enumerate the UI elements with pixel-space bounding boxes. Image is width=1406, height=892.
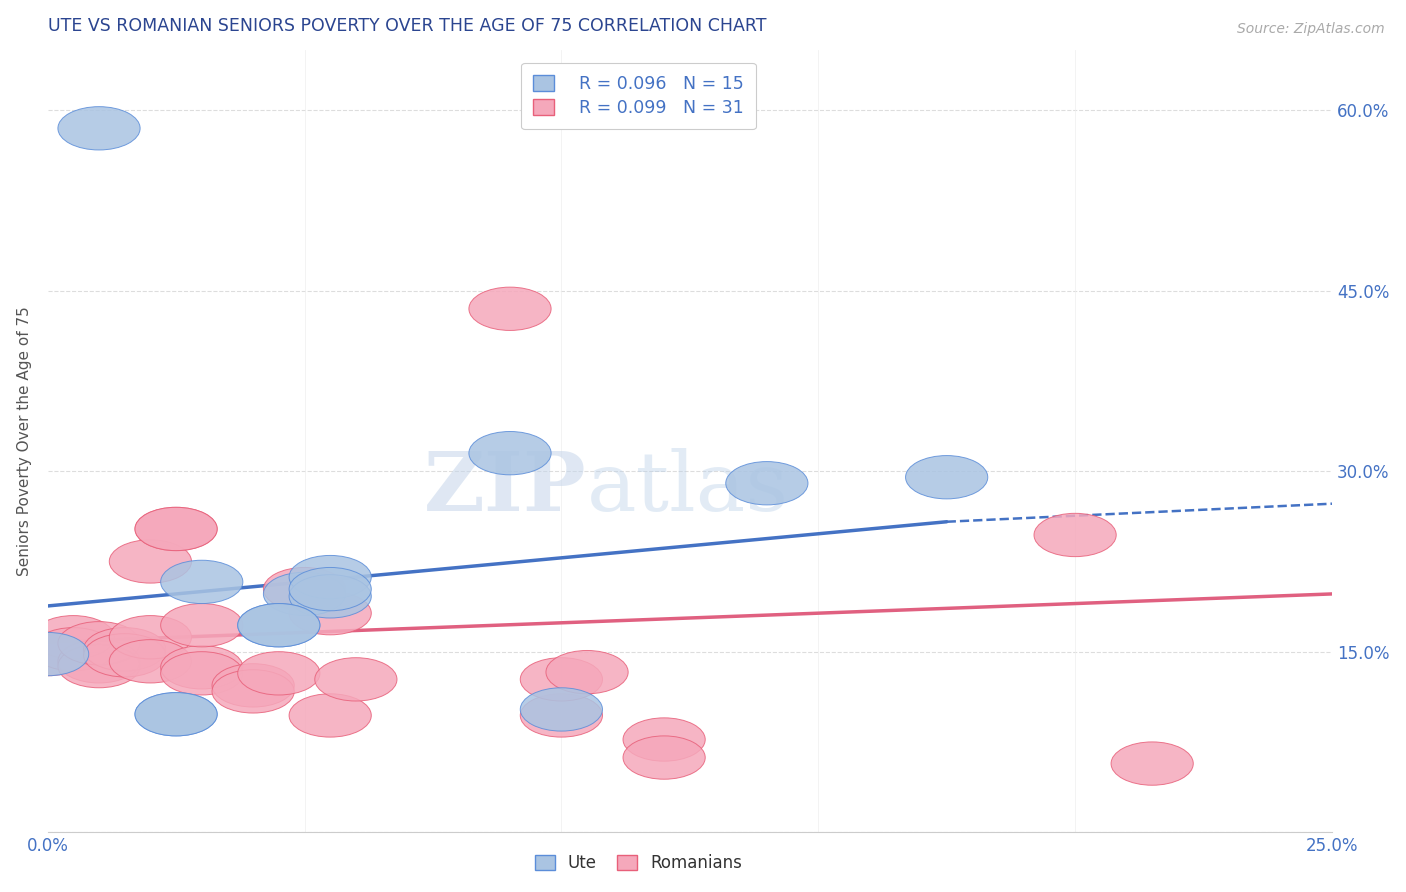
Ellipse shape (135, 692, 217, 736)
Ellipse shape (7, 632, 89, 676)
Ellipse shape (32, 615, 114, 659)
Ellipse shape (290, 694, 371, 737)
Ellipse shape (263, 567, 346, 611)
Ellipse shape (238, 652, 321, 695)
Ellipse shape (83, 628, 166, 671)
Ellipse shape (290, 574, 371, 618)
Ellipse shape (546, 650, 628, 694)
Ellipse shape (315, 657, 396, 701)
Ellipse shape (160, 646, 243, 689)
Ellipse shape (263, 573, 346, 615)
Ellipse shape (468, 287, 551, 330)
Ellipse shape (1111, 742, 1194, 785)
Ellipse shape (1033, 513, 1116, 557)
Ellipse shape (58, 644, 141, 688)
Ellipse shape (135, 508, 217, 550)
Ellipse shape (290, 567, 371, 611)
Ellipse shape (212, 670, 294, 713)
Ellipse shape (520, 657, 602, 701)
Y-axis label: Seniors Poverty Over the Age of 75: Seniors Poverty Over the Age of 75 (17, 306, 32, 576)
Legend: Ute, Romanians: Ute, Romanians (524, 845, 752, 882)
Text: atlas: atlas (588, 448, 789, 528)
Ellipse shape (160, 652, 243, 695)
Ellipse shape (58, 107, 141, 150)
Ellipse shape (135, 692, 217, 736)
Ellipse shape (135, 508, 217, 550)
Ellipse shape (238, 604, 321, 647)
Ellipse shape (110, 540, 191, 583)
Ellipse shape (212, 664, 294, 707)
Text: Source: ZipAtlas.com: Source: ZipAtlas.com (1237, 22, 1385, 37)
Ellipse shape (83, 633, 166, 677)
Ellipse shape (110, 640, 191, 683)
Ellipse shape (623, 718, 706, 761)
Ellipse shape (32, 628, 114, 671)
Ellipse shape (520, 688, 602, 731)
Ellipse shape (160, 604, 243, 647)
Ellipse shape (58, 640, 141, 683)
Ellipse shape (905, 456, 988, 499)
Ellipse shape (58, 622, 141, 665)
Ellipse shape (520, 694, 602, 737)
Ellipse shape (468, 432, 551, 475)
Ellipse shape (110, 615, 191, 659)
Ellipse shape (160, 560, 243, 604)
Text: UTE VS ROMANIAN SENIORS POVERTY OVER THE AGE OF 75 CORRELATION CHART: UTE VS ROMANIAN SENIORS POVERTY OVER THE… (48, 17, 766, 35)
Ellipse shape (290, 591, 371, 635)
Ellipse shape (238, 604, 321, 647)
Ellipse shape (725, 461, 808, 505)
Ellipse shape (7, 632, 89, 676)
Text: ZIP: ZIP (425, 448, 588, 528)
Ellipse shape (623, 736, 706, 780)
Ellipse shape (290, 556, 371, 599)
